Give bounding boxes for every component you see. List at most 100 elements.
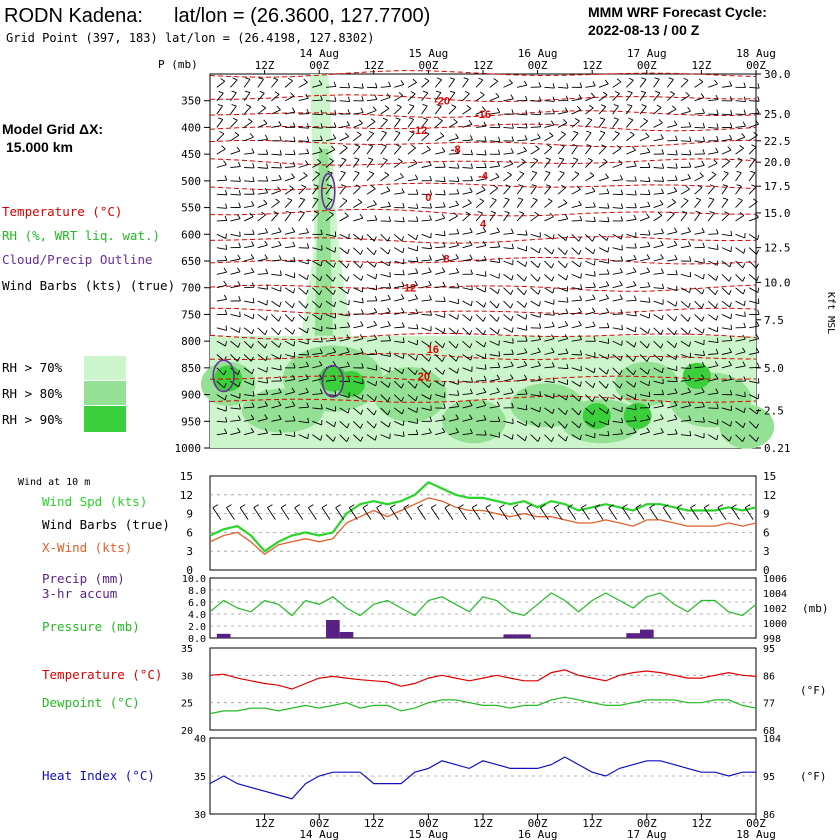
wind-barb-staff (462, 153, 473, 156)
wind-barb (748, 247, 759, 255)
wind-barb (353, 233, 364, 241)
wind-barb-staff (516, 173, 525, 182)
wind-barb (312, 197, 319, 208)
wind-barb-staff (394, 354, 404, 359)
wind-barb-staff (312, 407, 323, 410)
wind-barb-staff (544, 86, 555, 89)
wind-barb (544, 120, 555, 128)
wind-barb (216, 367, 227, 376)
wind-barb (517, 230, 528, 236)
wind-barb-staff (639, 286, 650, 289)
wind-barb (284, 387, 296, 396)
wind-barb-flag (674, 414, 678, 420)
wind-barb-staff (271, 367, 282, 371)
wind-barb (216, 340, 227, 347)
wind-barb-staff (680, 80, 689, 88)
wind-barb-staff (366, 110, 377, 115)
wind-barb (407, 174, 419, 182)
wind-barb-flag (245, 77, 251, 80)
wind-barb-staff (585, 85, 596, 88)
wind-barb-staff (530, 148, 540, 155)
wind-barb-staff (558, 86, 569, 89)
precip-frame (209, 577, 757, 639)
wind-barb (666, 340, 678, 349)
wind-barb (366, 295, 378, 302)
wind-barb-staff (380, 367, 390, 373)
wind-barb-flag (416, 216, 419, 222)
wind-barb (503, 259, 514, 266)
wind-barb-staff (639, 106, 647, 115)
wind-barb-staff (748, 159, 756, 168)
wind-barb (284, 314, 295, 322)
rh-blob-80 (719, 404, 775, 449)
wind-barb-staff (298, 300, 307, 309)
wind-barb (544, 393, 555, 399)
wind-barb-flag (496, 316, 500, 322)
wind-barb-staff (230, 150, 241, 155)
wind-barb-flag (320, 404, 323, 410)
wind-barb-staff (448, 314, 458, 320)
wind-barb (530, 197, 538, 208)
wind-barb (735, 300, 746, 307)
wind-barb-flag (278, 240, 282, 246)
wind-barb (230, 90, 237, 101)
wind-barb (257, 401, 268, 409)
wind-barb (626, 354, 637, 362)
wind-barb (516, 211, 525, 222)
wind-barb-staff (407, 178, 418, 182)
wind-barb (271, 300, 282, 308)
wind-barb-flag (384, 105, 390, 109)
top-hour-label: 00Z (418, 59, 438, 72)
wind-barb (380, 321, 391, 329)
wind-barb-staff (680, 391, 691, 396)
wind-barb-staff (298, 126, 309, 129)
wind-barb-staff (694, 406, 705, 409)
wind-barb-staff (489, 140, 500, 143)
wind-barb (721, 109, 733, 116)
wind-barb-staff (748, 287, 759, 293)
wind-barb-staff (748, 407, 758, 415)
wind-barb-flag (715, 315, 719, 321)
wind-barb-staff (244, 300, 255, 304)
wind-barb (325, 323, 337, 330)
wind-barb (585, 81, 596, 88)
wind-barb-staff (503, 232, 514, 235)
wind-barb-staff (380, 233, 389, 242)
wind-barb (667, 300, 678, 307)
wind-barb-flag (329, 211, 334, 215)
pressure-tick-label: 800 (181, 335, 201, 348)
wind-barb (680, 375, 692, 382)
wind-barb-staff (530, 287, 539, 295)
wind-barb (639, 189, 651, 196)
wind-barb (476, 106, 486, 115)
wind-barb (571, 247, 582, 255)
wind-barb-flag (701, 303, 705, 309)
wind-barb (353, 407, 364, 415)
wind-barb-staff (435, 431, 446, 436)
wind-barb-flag (375, 82, 378, 88)
wind-barb (448, 240, 460, 249)
wind-barb (284, 374, 296, 382)
wind-barb-flag (508, 79, 513, 84)
wind-barb-staff (216, 432, 227, 436)
wind-barb (284, 431, 296, 437)
wind-barb-staff (244, 152, 255, 155)
wind-barb-staff (721, 247, 732, 253)
wind-barb (749, 334, 760, 342)
wind-barb-flag (372, 106, 377, 111)
wind-barb-flag (347, 109, 351, 115)
wind-barb-staff (462, 258, 473, 262)
wind-barb-staff (462, 340, 471, 349)
wind-barb-flag (456, 329, 459, 335)
wind-barb (694, 197, 702, 208)
heat-index-ytick-f: 95 (763, 772, 775, 783)
wind-barb-staff (516, 199, 524, 208)
wind-barb-flag (250, 427, 255, 433)
wind-barb-flag (289, 185, 294, 190)
wind-barb (448, 390, 460, 396)
wind-barb-staff (694, 273, 704, 280)
surface-wind-barb (703, 504, 713, 520)
wind-barb (448, 148, 460, 155)
wind-barb (558, 348, 569, 355)
wind-barb (639, 297, 651, 303)
